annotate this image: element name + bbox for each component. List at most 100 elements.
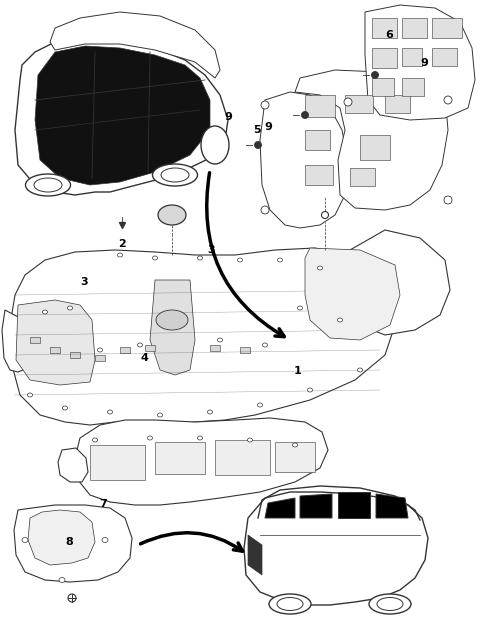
Polygon shape: [376, 494, 408, 518]
Ellipse shape: [153, 256, 157, 260]
Ellipse shape: [165, 105, 175, 110]
Ellipse shape: [102, 538, 108, 543]
Polygon shape: [75, 418, 328, 505]
Polygon shape: [14, 505, 132, 582]
Bar: [372, 78, 394, 96]
Bar: [402, 18, 427, 38]
Ellipse shape: [444, 196, 452, 204]
Bar: [275, 442, 315, 472]
Ellipse shape: [59, 578, 65, 583]
Ellipse shape: [277, 597, 303, 611]
Ellipse shape: [292, 443, 298, 447]
Ellipse shape: [153, 164, 197, 186]
Ellipse shape: [308, 388, 312, 392]
Ellipse shape: [68, 594, 76, 602]
Polygon shape: [345, 230, 450, 335]
Text: 2: 2: [119, 239, 126, 249]
Ellipse shape: [257, 403, 263, 407]
Text: 3: 3: [80, 277, 88, 287]
Ellipse shape: [43, 310, 48, 314]
Ellipse shape: [337, 318, 343, 322]
Polygon shape: [248, 535, 262, 575]
Bar: [155, 442, 205, 474]
Bar: [385, 95, 410, 113]
Ellipse shape: [358, 368, 362, 372]
Bar: [215, 440, 270, 475]
Ellipse shape: [261, 101, 269, 109]
Ellipse shape: [34, 178, 62, 192]
Polygon shape: [300, 494, 332, 518]
Ellipse shape: [372, 72, 379, 79]
Bar: [345, 95, 373, 113]
Ellipse shape: [22, 538, 28, 543]
Polygon shape: [58, 448, 88, 482]
Polygon shape: [50, 12, 220, 78]
Ellipse shape: [110, 117, 120, 122]
Polygon shape: [265, 498, 295, 518]
Ellipse shape: [377, 597, 403, 611]
Ellipse shape: [254, 141, 262, 148]
Bar: [95, 355, 105, 361]
Polygon shape: [295, 70, 448, 210]
Bar: [70, 352, 80, 358]
Text: 6: 6: [385, 30, 393, 40]
Bar: [305, 130, 330, 150]
Ellipse shape: [157, 413, 163, 417]
Ellipse shape: [62, 406, 68, 410]
Polygon shape: [244, 492, 428, 605]
Bar: [145, 345, 155, 351]
Ellipse shape: [263, 343, 267, 347]
Ellipse shape: [156, 310, 188, 330]
Polygon shape: [305, 248, 400, 340]
Ellipse shape: [298, 306, 302, 310]
Bar: [402, 48, 422, 66]
Bar: [120, 347, 130, 353]
Ellipse shape: [197, 256, 203, 260]
Bar: [432, 18, 462, 38]
Polygon shape: [28, 510, 95, 565]
Bar: [30, 337, 40, 343]
Polygon shape: [16, 300, 95, 385]
Ellipse shape: [369, 594, 411, 614]
Ellipse shape: [301, 112, 309, 119]
Text: 7: 7: [99, 499, 107, 509]
Text: 8: 8: [66, 537, 73, 547]
Bar: [350, 168, 375, 186]
Ellipse shape: [161, 168, 189, 182]
Text: 4: 4: [140, 353, 148, 363]
Polygon shape: [35, 46, 210, 185]
Ellipse shape: [158, 205, 186, 225]
Ellipse shape: [201, 126, 229, 164]
Text: 1: 1: [294, 366, 301, 376]
Polygon shape: [260, 92, 348, 228]
Ellipse shape: [207, 410, 213, 414]
Ellipse shape: [248, 438, 252, 442]
Bar: [402, 78, 424, 96]
Text: 9: 9: [421, 58, 429, 68]
Ellipse shape: [344, 98, 352, 106]
Polygon shape: [338, 492, 370, 518]
Polygon shape: [2, 310, 35, 372]
Bar: [240, 347, 250, 353]
Polygon shape: [10, 248, 395, 425]
Ellipse shape: [261, 206, 269, 214]
Ellipse shape: [238, 258, 242, 262]
Ellipse shape: [137, 343, 143, 347]
Bar: [372, 48, 397, 68]
Bar: [360, 135, 390, 160]
Text: 3: 3: [207, 245, 215, 256]
Ellipse shape: [277, 258, 283, 262]
Bar: [210, 345, 220, 351]
Ellipse shape: [27, 393, 33, 397]
Bar: [372, 18, 397, 38]
Bar: [50, 347, 60, 353]
Text: 5: 5: [253, 125, 261, 135]
Ellipse shape: [93, 438, 97, 442]
Ellipse shape: [317, 266, 323, 270]
Ellipse shape: [147, 436, 153, 440]
Ellipse shape: [197, 436, 203, 440]
Text: 9: 9: [265, 122, 273, 132]
Text: 9: 9: [224, 112, 232, 122]
Polygon shape: [15, 38, 228, 195]
Ellipse shape: [25, 174, 71, 196]
